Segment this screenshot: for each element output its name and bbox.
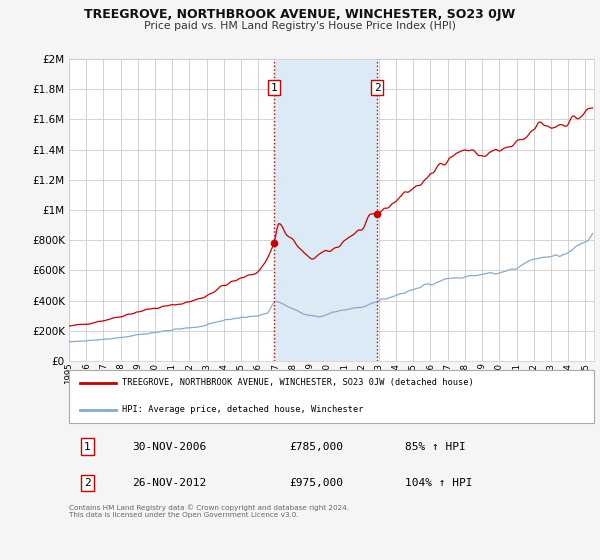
Text: TREEGROVE, NORTHBROOK AVENUE, WINCHESTER, SO23 0JW (detached house): TREEGROVE, NORTHBROOK AVENUE, WINCHESTER… <box>121 379 473 388</box>
Bar <box>274 59 377 361</box>
Text: 1: 1 <box>84 442 91 451</box>
Text: 30-NOV-2006: 30-NOV-2006 <box>132 442 206 451</box>
Text: TREEGROVE, NORTHBROOK AVENUE, WINCHESTER, SO23 0JW: TREEGROVE, NORTHBROOK AVENUE, WINCHESTER… <box>85 8 515 21</box>
Text: £975,000: £975,000 <box>290 478 343 488</box>
Text: Contains HM Land Registry data © Crown copyright and database right 2024.
This d: Contains HM Land Registry data © Crown c… <box>69 504 349 517</box>
Text: 1: 1 <box>271 82 278 92</box>
Text: 26-NOV-2012: 26-NOV-2012 <box>132 478 206 488</box>
Text: £785,000: £785,000 <box>290 442 343 451</box>
Text: HPI: Average price, detached house, Winchester: HPI: Average price, detached house, Winc… <box>121 405 363 414</box>
Text: 85% ↑ HPI: 85% ↑ HPI <box>405 442 466 451</box>
FancyBboxPatch shape <box>69 370 594 423</box>
Text: Price paid vs. HM Land Registry's House Price Index (HPI): Price paid vs. HM Land Registry's House … <box>144 21 456 31</box>
Text: 2: 2 <box>84 478 91 488</box>
Text: 104% ↑ HPI: 104% ↑ HPI <box>405 478 473 488</box>
Text: 2: 2 <box>374 82 380 92</box>
